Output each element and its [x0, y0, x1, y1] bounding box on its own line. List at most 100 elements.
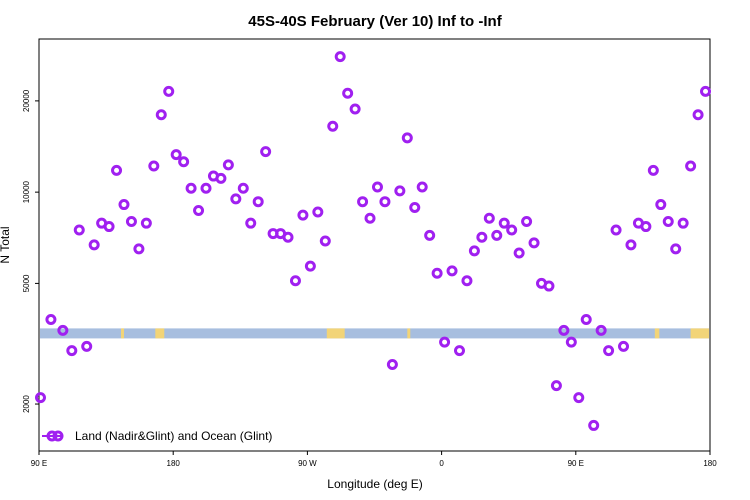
data-point: [685, 160, 697, 172]
data-point: [483, 212, 495, 224]
data-point: [371, 181, 383, 193]
data-point: [45, 314, 57, 326]
data-point: [148, 160, 160, 172]
data-point: [125, 216, 137, 228]
data-point: [140, 217, 152, 229]
data-point: [178, 156, 190, 168]
data-point: [640, 221, 652, 233]
data-point: [57, 324, 69, 336]
data-point: [491, 229, 503, 241]
data-point: [81, 340, 93, 352]
land-band-segment: [326, 328, 345, 339]
y-tick-label: 10000: [22, 180, 31, 203]
data-point: [662, 216, 674, 228]
data-point: [461, 275, 473, 287]
data-point: [200, 182, 212, 194]
data-point: [513, 247, 525, 259]
data-point: [439, 336, 451, 348]
data-point: [647, 164, 659, 176]
x-axis-label: Longitude (deg E): [327, 477, 422, 491]
data-point: [677, 217, 689, 229]
land-band-segment: [155, 328, 165, 339]
x-tick-label: 90 E: [568, 459, 584, 468]
data-point: [111, 164, 123, 176]
data-point: [73, 224, 85, 236]
data-point: [349, 103, 361, 115]
data-point: [476, 231, 488, 243]
swath-band: [40, 328, 709, 339]
data-point: [230, 193, 242, 205]
data-point: [573, 392, 585, 404]
data-point: [245, 217, 257, 229]
data-point: [401, 132, 413, 144]
data-point: [595, 324, 607, 336]
legend-label: Land (Nadir&Glint) and Ocean (Glint): [75, 429, 272, 443]
data-point: [163, 85, 175, 97]
legend-marker: [52, 430, 64, 442]
data-point: [506, 224, 518, 236]
x-tick-label: 180: [703, 459, 717, 468]
data-point: [334, 51, 346, 63]
data-point: [103, 221, 115, 233]
data-point: [610, 224, 622, 236]
data-point: [118, 199, 130, 211]
x-tick-label: 180: [167, 459, 181, 468]
data-point: [215, 172, 227, 184]
data-point: [327, 120, 339, 132]
y-tick-label: 5000: [22, 274, 31, 292]
data-point: [468, 245, 480, 257]
data-point: [193, 204, 205, 216]
ocean-band: [40, 328, 709, 339]
data-point: [260, 146, 272, 158]
data-point: [431, 267, 443, 279]
data-point: [588, 419, 600, 431]
data-point: [580, 314, 592, 326]
y-axis-label: N Total: [0, 226, 12, 263]
data-point: [222, 159, 234, 171]
data-point: [543, 280, 555, 292]
data-point: [446, 265, 458, 277]
data-point: [364, 212, 376, 224]
y-tick-label: 20000: [22, 89, 31, 112]
legend-marker: [46, 430, 58, 442]
data-point: [297, 209, 309, 221]
chart-title: 45S-40S February (Ver 10) Inf to -Inf: [248, 13, 502, 30]
data-point: [528, 237, 540, 249]
x-tick-label: 90 W: [298, 459, 317, 468]
data-point: [409, 201, 421, 213]
legend: Land (Nadir&Glint) and Ocean (Glint): [42, 429, 272, 443]
data-point: [282, 231, 294, 243]
data-point: [618, 340, 630, 352]
data-point: [603, 345, 615, 357]
data-point: [625, 239, 637, 251]
x-tick-label: 90 E: [31, 459, 47, 468]
data-point: [252, 196, 264, 208]
data-point: [319, 235, 331, 247]
x-axis: 90 E 180 90 W 0 90 E 180: [31, 451, 717, 468]
x-tick-label: 0: [439, 459, 444, 468]
data-point: [88, 239, 100, 251]
land-band-segment: [407, 328, 411, 339]
data-point: [312, 206, 324, 218]
data-point: [498, 217, 510, 229]
data-point: [155, 109, 167, 121]
y-tick-label: 2000: [22, 395, 31, 413]
data-point: [692, 109, 704, 121]
data-point: [170, 149, 182, 161]
data-point: [133, 243, 145, 255]
data-point: [66, 345, 78, 357]
data-point: [670, 243, 682, 255]
data-point: [424, 229, 436, 241]
land-band-segment: [121, 328, 124, 339]
data-point: [550, 380, 562, 392]
data-points: [34, 51, 712, 431]
data-point: [416, 181, 428, 193]
land-band-segment: [654, 328, 660, 339]
data-point: [565, 336, 577, 348]
data-point: [357, 196, 369, 208]
data-point: [453, 345, 465, 357]
data-point: [379, 196, 391, 208]
data-point: [558, 324, 570, 336]
data-point: [394, 185, 406, 197]
